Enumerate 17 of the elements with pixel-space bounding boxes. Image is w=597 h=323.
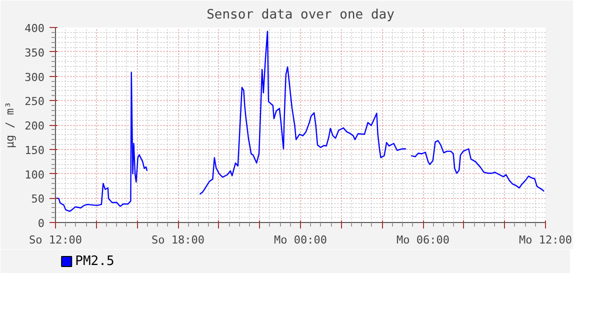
x-tick-label: So 18:00 bbox=[152, 234, 204, 246]
y-tick-label: 200 bbox=[24, 120, 45, 132]
legend-label: PM2.5 bbox=[75, 254, 114, 269]
x-tick-label: Mo 00:00 bbox=[274, 234, 327, 246]
x-tick-label: Mo 06:00 bbox=[396, 234, 450, 246]
y-tick-label: 250 bbox=[24, 95, 45, 108]
y-tick-label: 350 bbox=[24, 46, 45, 60]
y-axis-title: µg / m³ bbox=[4, 102, 17, 148]
y-tick-label: 300 bbox=[24, 70, 45, 84]
y-tick-label: 150 bbox=[24, 144, 45, 157]
y-tick-label: 0 bbox=[38, 217, 44, 230]
x-tick-label: Mo 12:00 bbox=[519, 234, 572, 246]
x-tick-label: So 12:00 bbox=[29, 234, 82, 246]
y-tick-label: 100 bbox=[24, 168, 45, 182]
y-tick-label: 50 bbox=[31, 192, 45, 206]
chart-title: Sensor data over one day bbox=[206, 8, 395, 22]
y-tick-label: 400 bbox=[24, 22, 45, 35]
